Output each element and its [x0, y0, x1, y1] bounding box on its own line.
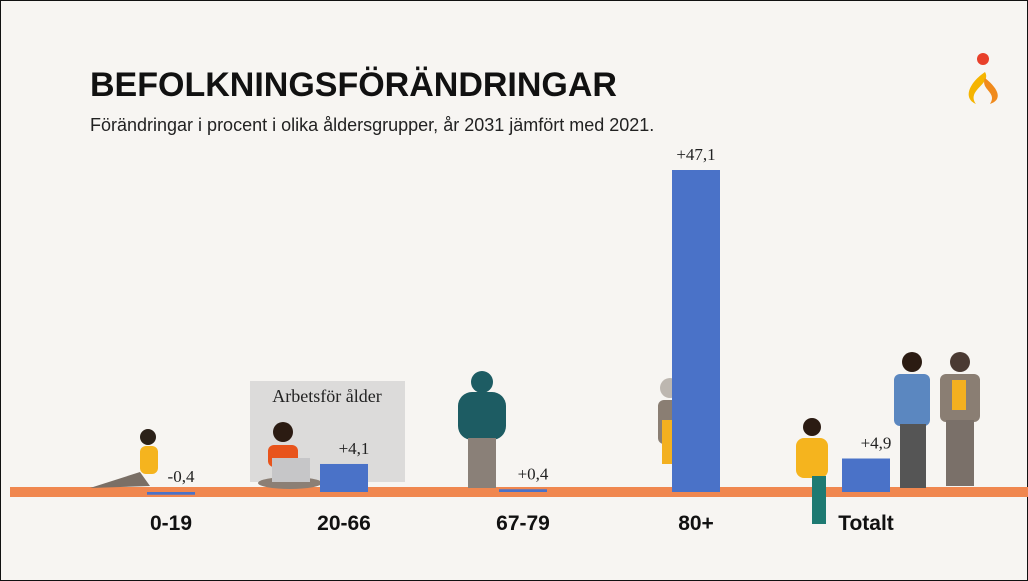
x-tick-label: 80+: [678, 512, 714, 535]
x-tick-label: 67-79: [496, 512, 550, 535]
chart-title: BEFOLKNINGSFÖRÄNDRINGAR: [90, 66, 617, 104]
bar: [842, 459, 890, 492]
page: BEFOLKNINGSFÖRÄNDRINGAR Förändringar i p…: [0, 0, 1028, 581]
value-label: +4,9: [861, 434, 892, 453]
annotation: Arbetsför ålder: [272, 386, 381, 406]
chart-subtitle: Förändringar i procent i olika åldersgru…: [90, 115, 654, 135]
bar: [320, 464, 368, 492]
value-label: +0,4: [518, 464, 549, 483]
bar: [672, 170, 720, 492]
x-tick-label: Totalt: [838, 512, 894, 535]
value-label: -0,4: [168, 467, 195, 486]
bar: [147, 492, 195, 495]
value-label: +47,1: [676, 145, 715, 164]
chart: BEFOLKNINGSFÖRÄNDRINGAR Förändringar i p…: [0, 0, 1028, 581]
x-tick-label: 0-19: [150, 512, 192, 535]
x-tick-label: 20-66: [317, 512, 371, 535]
bar: [499, 489, 547, 492]
value-label: +4,1: [339, 439, 370, 458]
